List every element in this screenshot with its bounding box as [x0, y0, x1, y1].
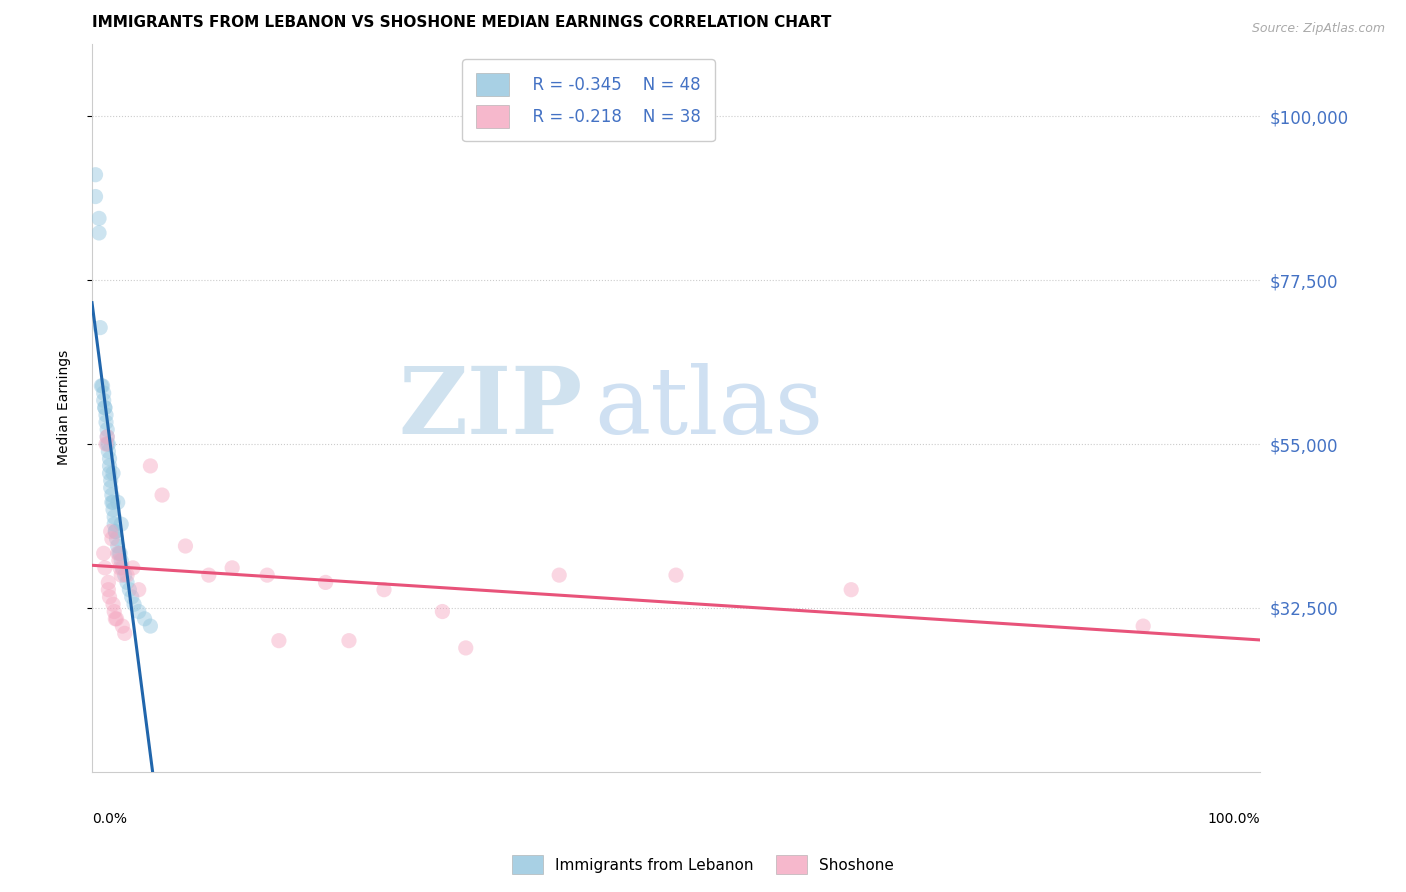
Point	[256, 568, 278, 582]
Point	[121, 590, 143, 604]
Point	[110, 517, 132, 532]
Point	[110, 568, 132, 582]
Point	[97, 444, 120, 458]
Point	[96, 437, 118, 451]
Point	[134, 612, 156, 626]
Point	[87, 226, 110, 240]
Point	[128, 605, 150, 619]
Point	[94, 437, 117, 451]
Point	[118, 582, 141, 597]
Point	[101, 597, 124, 611]
Point	[101, 467, 124, 481]
Point	[93, 393, 115, 408]
Point	[100, 481, 122, 495]
Point	[94, 401, 117, 415]
Point	[98, 451, 121, 466]
Point	[101, 495, 124, 509]
Y-axis label: Median Earnings: Median Earnings	[58, 350, 72, 466]
Text: Source: ZipAtlas.com: Source: ZipAtlas.com	[1251, 22, 1385, 36]
Point	[98, 590, 121, 604]
Point	[87, 211, 110, 226]
Point	[107, 495, 129, 509]
Point	[94, 561, 117, 575]
Point	[100, 524, 122, 539]
Point	[103, 509, 125, 524]
Point	[104, 524, 127, 539]
Point	[108, 546, 131, 560]
Point	[108, 561, 131, 575]
Point	[94, 401, 117, 415]
Point	[115, 575, 138, 590]
Point	[98, 458, 121, 473]
Point	[454, 640, 477, 655]
Point	[103, 605, 125, 619]
Legend:   R = -0.345    N = 48,   R = -0.218    N = 38: R = -0.345 N = 48, R = -0.218 N = 38	[463, 59, 714, 142]
Point	[128, 582, 150, 597]
Legend: Immigrants from Lebanon, Shoshone: Immigrants from Lebanon, Shoshone	[506, 849, 900, 880]
Point	[105, 532, 128, 546]
Point	[97, 582, 120, 597]
Point	[1132, 619, 1154, 633]
Point	[107, 546, 129, 560]
Point	[114, 626, 136, 640]
Point	[111, 561, 134, 575]
Point	[337, 633, 360, 648]
Text: 0.0%: 0.0%	[91, 812, 127, 826]
Point	[174, 539, 197, 553]
Point	[94, 408, 117, 422]
Point	[97, 437, 120, 451]
Point	[267, 633, 290, 648]
Point	[139, 458, 162, 473]
Point	[839, 582, 862, 597]
Text: ZIP: ZIP	[398, 363, 582, 452]
Point	[111, 619, 134, 633]
Point	[105, 612, 128, 626]
Point	[115, 568, 138, 582]
Point	[89, 320, 111, 334]
Point	[96, 423, 118, 437]
Point	[114, 568, 136, 582]
Point	[90, 379, 112, 393]
Point	[373, 582, 395, 597]
Point	[315, 575, 337, 590]
Point	[94, 415, 117, 429]
Point	[548, 568, 571, 582]
Point	[122, 597, 145, 611]
Point	[198, 568, 221, 582]
Point	[665, 568, 688, 582]
Point	[432, 605, 454, 619]
Point	[93, 386, 115, 401]
Point	[84, 168, 107, 182]
Point	[98, 467, 121, 481]
Point	[101, 495, 124, 509]
Point	[91, 379, 114, 393]
Point	[108, 546, 131, 560]
Text: 100.0%: 100.0%	[1208, 812, 1260, 826]
Point	[150, 488, 173, 502]
Point	[101, 532, 124, 546]
Point	[100, 474, 122, 488]
Point	[96, 430, 118, 444]
Point	[108, 553, 131, 567]
Point	[110, 553, 132, 567]
Text: atlas: atlas	[595, 363, 824, 452]
Point	[103, 517, 125, 532]
Point	[104, 524, 127, 539]
Point	[101, 488, 124, 502]
Point	[139, 619, 162, 633]
Point	[107, 539, 129, 553]
Point	[221, 561, 243, 575]
Point	[93, 546, 115, 560]
Point	[101, 502, 124, 516]
Text: IMMIGRANTS FROM LEBANON VS SHOSHONE MEDIAN EARNINGS CORRELATION CHART: IMMIGRANTS FROM LEBANON VS SHOSHONE MEDI…	[91, 15, 831, 30]
Point	[122, 561, 145, 575]
Point	[97, 575, 120, 590]
Point	[104, 612, 127, 626]
Point	[96, 430, 118, 444]
Point	[84, 189, 107, 203]
